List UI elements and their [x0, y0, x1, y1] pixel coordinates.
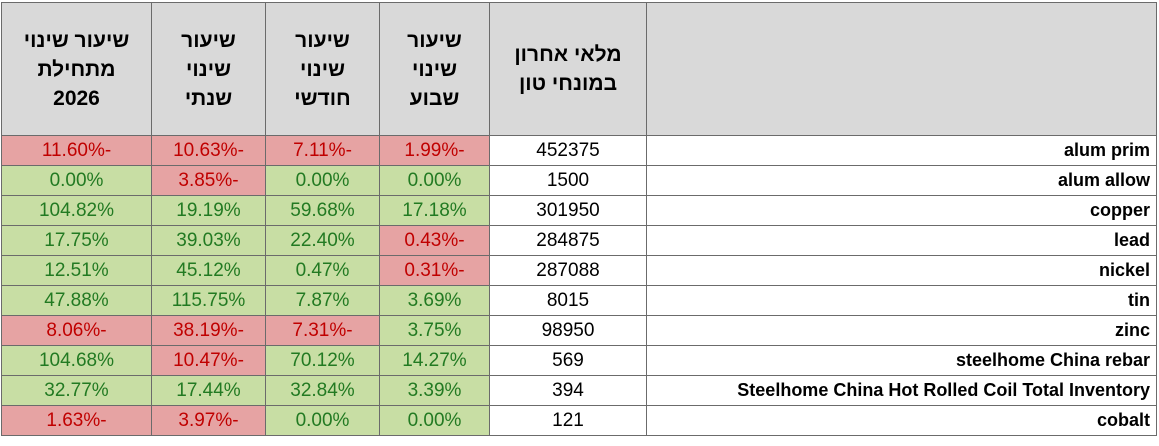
metal-name: steelhome China rebar — [646, 345, 1157, 376]
change-cell: 3.75% — [379, 315, 490, 346]
table-row: zinc 98950 3.75% -7.31% -38.19% -8.06% — [1, 315, 1157, 346]
stock-cell: 121 — [489, 405, 647, 436]
header-line: מלאי אחרון — [514, 43, 622, 66]
header-cell: שיעור שינוי שבוע — [379, 2, 490, 136]
change-cell: 22.40% — [265, 225, 380, 256]
change-cell: 104.68% — [1, 345, 152, 376]
table-row: alum prim 452375 -1.99% -7.11% -10.63% -11.60… — [1, 135, 1157, 166]
change-cell: 32.84% — [265, 375, 380, 406]
header-line: במונחי טון — [518, 72, 618, 95]
change-cell: 17.75% — [1, 225, 152, 256]
metal-name: alum allow — [646, 165, 1157, 196]
change-cell: 70.12% — [265, 345, 380, 376]
table-row: steelhome China rebar 569 14.27% 70.12% -10.… — [1, 345, 1157, 376]
change-cell: -3.97% — [151, 405, 266, 436]
change-cell: 17.18% — [379, 195, 490, 226]
stock-cell: 98950 — [489, 315, 647, 346]
stock-cell: 8015 — [489, 285, 647, 316]
stock-cell: 452375 — [489, 135, 647, 166]
metal-name: cobalt — [646, 405, 1157, 436]
header-line: שנתי — [184, 86, 233, 110]
change-cell: 17.44% — [151, 375, 266, 406]
header-line: שיעור — [181, 28, 236, 52]
change-cell: -1.63% — [1, 405, 152, 436]
change-cell: 14.27% — [379, 345, 490, 376]
header-line: שיעור שינוי — [23, 28, 130, 52]
change-cell: 0.00% — [265, 405, 380, 436]
header-cell — [646, 2, 1157, 136]
metal-name: copper — [646, 195, 1157, 226]
change-cell: -11.60% — [1, 135, 152, 166]
stock-cell: 1500 — [489, 165, 647, 196]
stock-cell: 284875 — [489, 225, 647, 256]
change-cell: 0.00% — [1, 165, 152, 196]
stock-cell: 394 — [489, 375, 647, 406]
change-cell: 0.00% — [379, 405, 490, 436]
header-cell: שיעור שינוי מתחילת 2026 — [1, 2, 152, 136]
change-cell: 0.00% — [265, 165, 380, 196]
table-body: alum prim 452375 -1.99% -7.11% -10.63% -11.60… — [1, 135, 1157, 436]
change-cell: -38.19% — [151, 315, 266, 346]
metal-name: zinc — [646, 315, 1157, 346]
stock-cell: 287088 — [489, 255, 647, 286]
change-cell: 39.03% — [151, 225, 266, 256]
change-cell: 47.88% — [1, 285, 152, 316]
change-cell: 104.82% — [1, 195, 152, 226]
header-line: שיעור — [407, 28, 462, 52]
header-line: שינוי — [300, 57, 345, 81]
change-cell: -8.06% — [1, 315, 152, 346]
change-cell: -0.31% — [379, 255, 490, 286]
change-cell: 0.47% — [265, 255, 380, 286]
table-row: tin 8015 3.69% 7.87% 115.75% 47.88% — [1, 285, 1157, 316]
change-cell: 3.39% — [379, 375, 490, 406]
table-row: copper 301950 17.18% 59.68% 19.19% 104.82% — [1, 195, 1157, 226]
header-line: 2026 — [53, 86, 100, 110]
stock-cell: 569 — [489, 345, 647, 376]
change-cell: -7.31% — [265, 315, 380, 346]
header-cell: שיעור שינוי חודשי — [265, 2, 380, 136]
table-row: Steelhome China Hot Rolled Coil Total In… — [1, 375, 1157, 406]
table-row: alum allow 1500 0.00% 0.00% -3.85% 0.00% — [1, 165, 1157, 196]
table-row: cobalt 121 0.00% 0.00% -3.97% -1.63% — [1, 405, 1157, 436]
header-line: שינוי — [186, 57, 231, 81]
change-cell: -1.99% — [379, 135, 490, 166]
header-row: מלאי אחרון במונחי טון שיעור שינוי שבוע שיעור ש… — [1, 2, 1157, 136]
change-cell: 115.75% — [151, 285, 266, 316]
table-row: nickel 287088 -0.31% 0.47% 45.12% 12.51% — [1, 255, 1157, 286]
change-cell: -7.11% — [265, 135, 380, 166]
metal-name: nickel — [646, 255, 1157, 286]
header-line: שבוע — [409, 86, 460, 110]
table-row: lead 284875 -0.43% 22.40% 39.03% 17.75% — [1, 225, 1157, 256]
change-cell: 19.19% — [151, 195, 266, 226]
change-cell: -10.47% — [151, 345, 266, 376]
metal-name: tin — [646, 285, 1157, 316]
stock-cell: 301950 — [489, 195, 647, 226]
change-cell: 0.00% — [379, 165, 490, 196]
inventory-table: מלאי אחרון במונחי טון שיעור שינוי שבוע שיעור ש… — [1, 2, 1157, 436]
metal-name: alum prim — [646, 135, 1157, 166]
change-cell: -10.63% — [151, 135, 266, 166]
metal-name: lead — [646, 225, 1157, 256]
change-cell: 12.51% — [1, 255, 152, 286]
change-cell: -3.85% — [151, 165, 266, 196]
change-cell: 45.12% — [151, 255, 266, 286]
header-cell: מלאי אחרון במונחי טון — [489, 2, 647, 136]
header-cell: שיעור שינוי שנתי — [151, 2, 266, 136]
change-cell: 59.68% — [265, 195, 380, 226]
change-cell: 3.69% — [379, 285, 490, 316]
header-line: שיעור — [295, 28, 350, 52]
header-line: מתחילת — [37, 57, 116, 81]
header-line: שינוי — [412, 57, 457, 81]
change-cell: 32.77% — [1, 375, 152, 406]
header-line: חודשי — [294, 86, 351, 110]
metal-name: Steelhome China Hot Rolled Coil Total In… — [646, 375, 1157, 406]
change-cell: -0.43% — [379, 225, 490, 256]
change-cell: 7.87% — [265, 285, 380, 316]
